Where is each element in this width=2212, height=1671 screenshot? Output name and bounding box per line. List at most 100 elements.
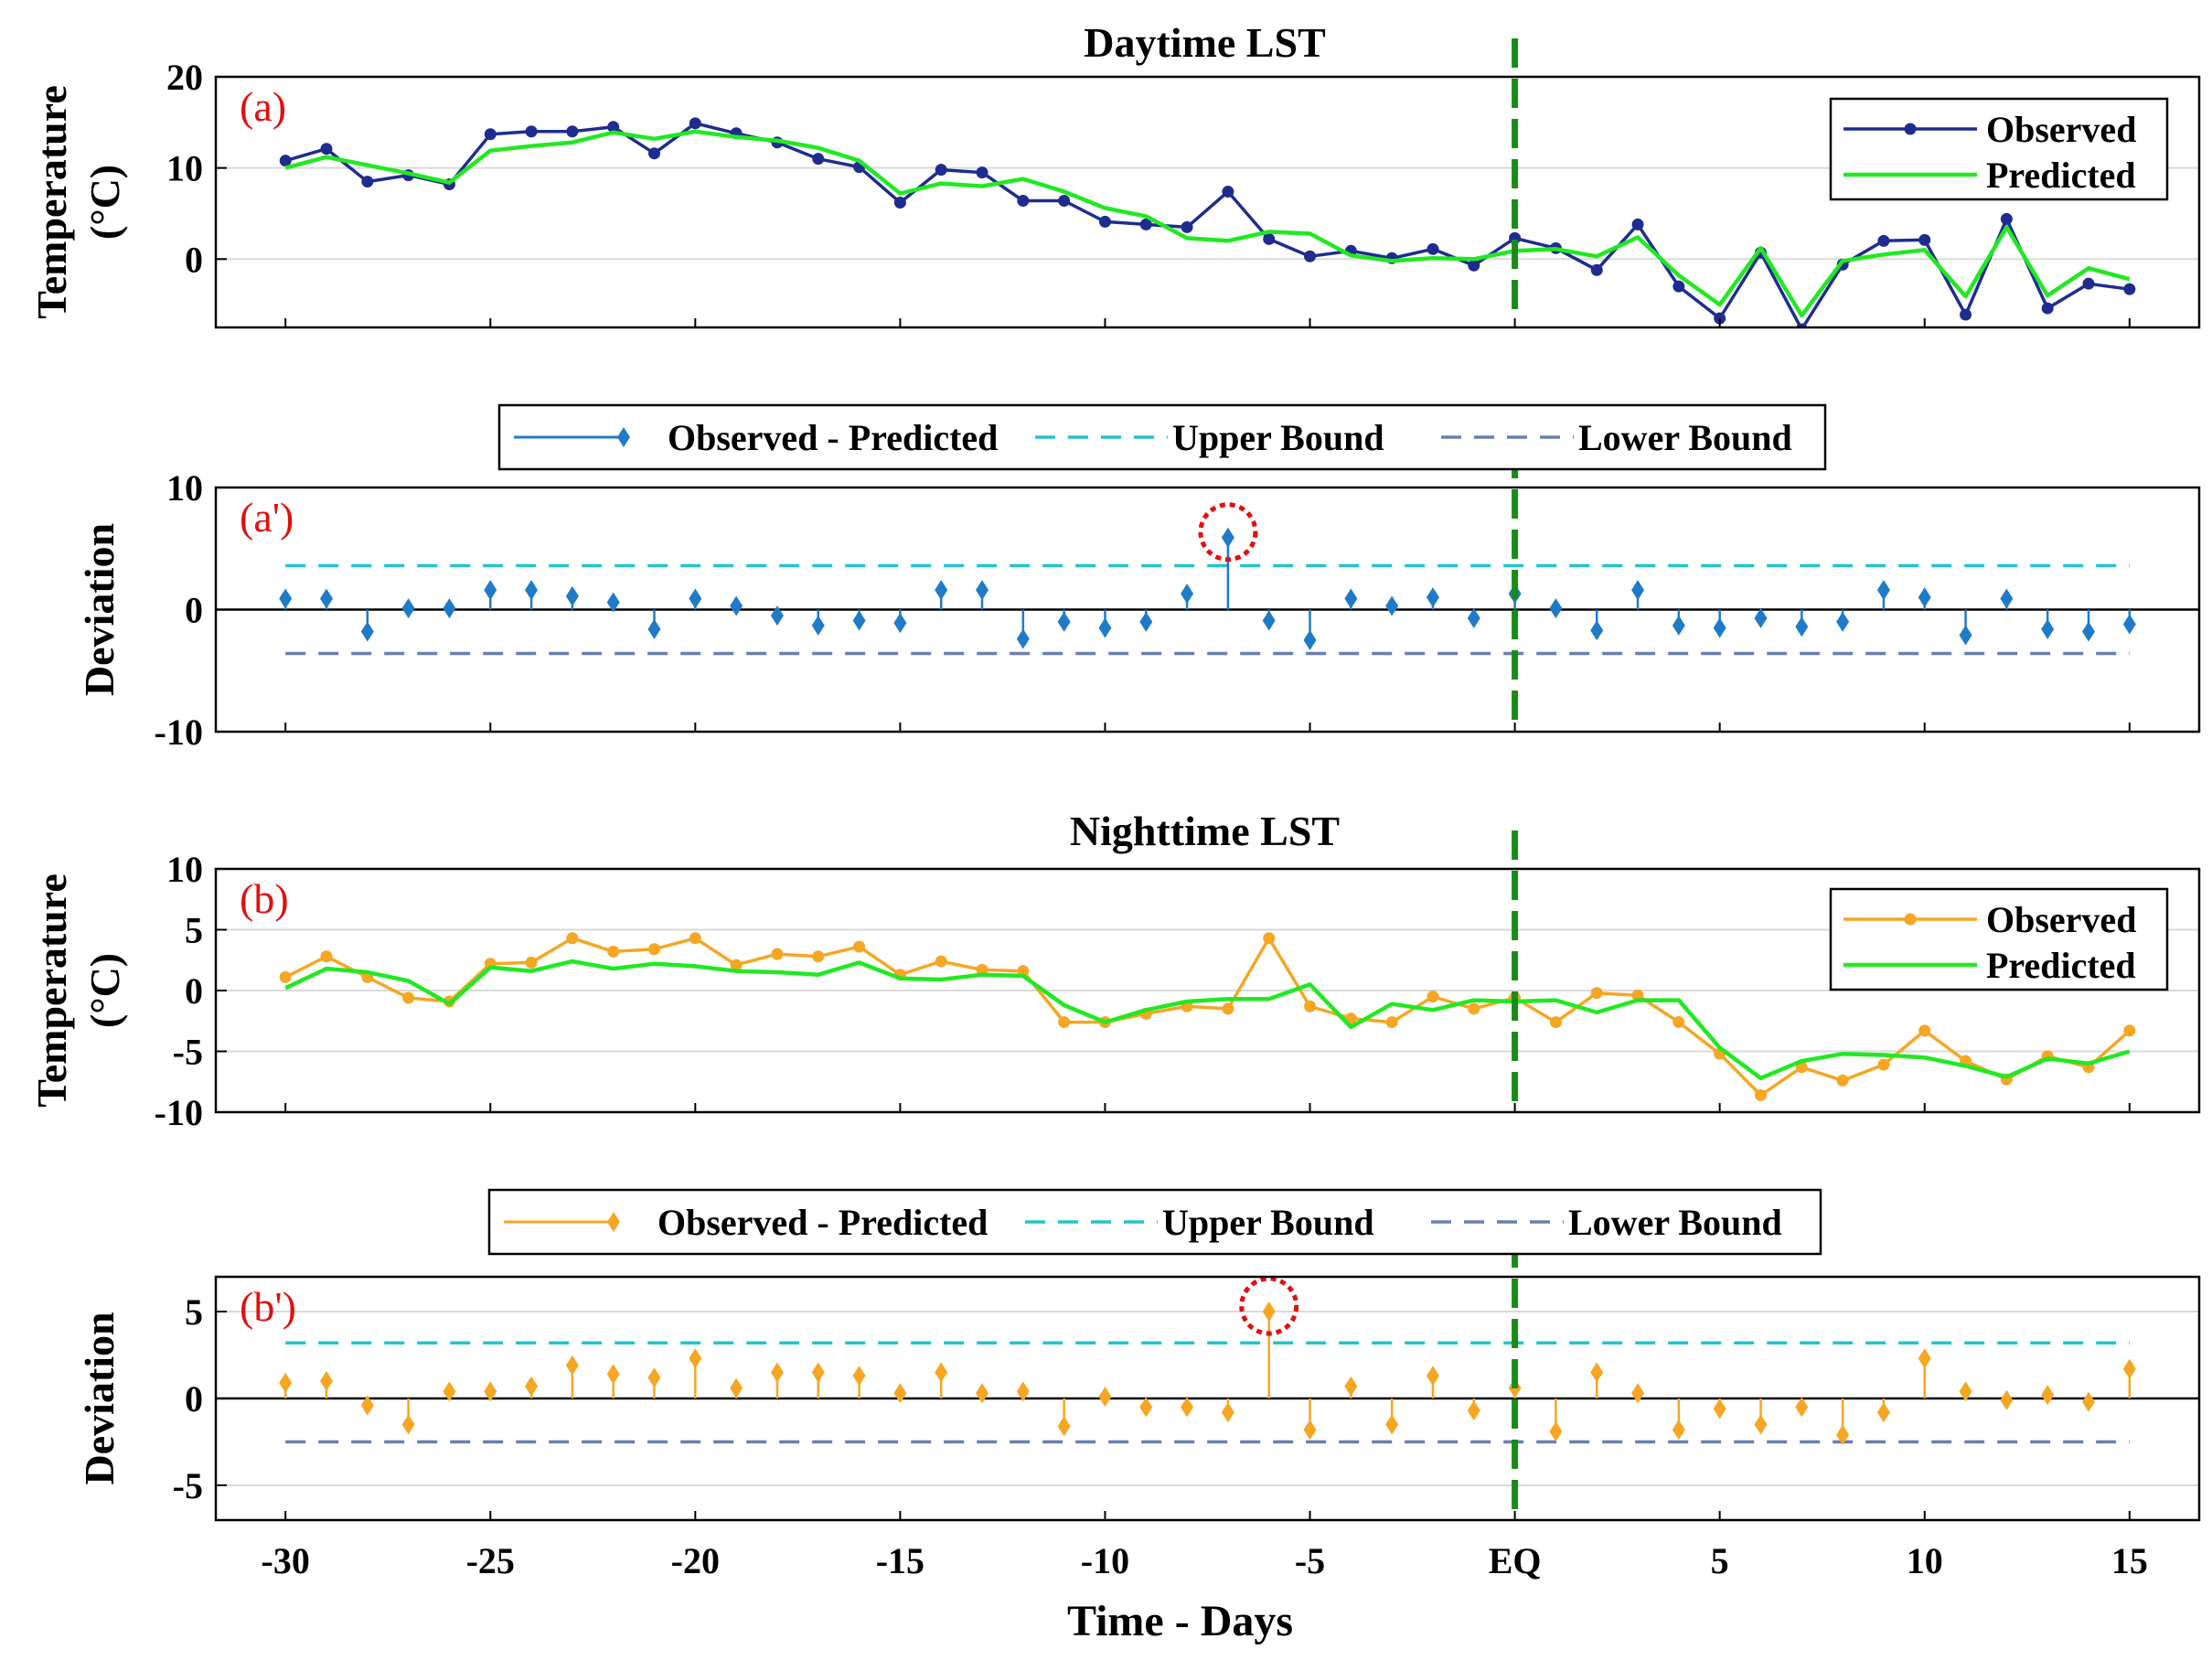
- observed-point: [1304, 1000, 1317, 1012]
- y-tick-label: -5: [173, 1465, 203, 1506]
- x-tick-label: -10: [1081, 1540, 1129, 1581]
- stem-marker: [565, 1355, 579, 1376]
- observed-point: [1304, 250, 1317, 262]
- stem-marker: [2000, 588, 2014, 609]
- y-tick-label: 10: [166, 467, 203, 509]
- observed-point: [648, 147, 661, 160]
- y-tick-label: 5: [185, 910, 203, 951]
- observed-point: [1468, 259, 1480, 272]
- axes-box: [214, 75, 2201, 329]
- stem-marker: [1876, 1402, 1890, 1423]
- x-tick-label: 5: [1711, 1540, 1729, 1581]
- stem-marker: [1590, 620, 1604, 641]
- observed-point: [935, 164, 947, 177]
- series-group: [279, 117, 2136, 327]
- observed-point: [1754, 1088, 1767, 1101]
- observed-point: [1427, 991, 1439, 1003]
- observed-point: [1427, 242, 1439, 255]
- y-tick-label: 0: [185, 970, 203, 1012]
- panel-nighttime-lst: Nighttime LST -10 -5 0 5 10 (b) Temperature (°C)…: [28, 808, 2201, 1133]
- x-tick-label: -20: [671, 1540, 720, 1581]
- stem-marker: [1959, 625, 1972, 646]
- y-tick-label: 0: [185, 590, 203, 631]
- legend-entry-label: Lower Bound: [1578, 417, 1792, 458]
- observed-point: [2123, 1024, 2136, 1037]
- stem-marker: [689, 588, 702, 609]
- observed-point: [1672, 280, 1685, 293]
- stem-marker: [1385, 595, 1399, 616]
- stem-marker: [1385, 1414, 1399, 1435]
- stem-marker: [2041, 618, 2055, 639]
- stem-marker: [935, 580, 948, 601]
- legend-swatch-marker: [1904, 913, 1917, 926]
- y-tick-label: 0: [185, 239, 203, 280]
- stem-marker: [1139, 611, 1153, 632]
- observed-point: [279, 970, 292, 983]
- stem-marker: [770, 605, 784, 627]
- observed-point: [1263, 232, 1276, 245]
- stem-marker: [2082, 621, 2096, 642]
- stem-marker: [319, 1371, 333, 1391]
- stem-marker: [935, 1362, 948, 1383]
- observed-point: [1222, 1002, 1234, 1015]
- stem-marker: [647, 618, 661, 639]
- panel-label: (a'): [240, 494, 294, 541]
- stem-marker: [525, 580, 539, 601]
- observed-point: [1960, 308, 1972, 321]
- stem-marker: [689, 1348, 702, 1369]
- legend-entry-label: Observed: [1986, 109, 2136, 150]
- y-axis-label: Temperature: [28, 85, 75, 319]
- observed-point: [1877, 234, 1890, 247]
- observed-point: [1918, 233, 1931, 246]
- observed-point: [607, 945, 620, 958]
- observed-point: [607, 121, 620, 134]
- y-axis-unit-label: (°C): [81, 953, 128, 1028]
- y-axis-unit-label: (°C): [81, 165, 128, 240]
- series-group: [279, 932, 2136, 1101]
- panel-daytime-deviation: -10 0 10 (a') Deviation Observed - Predicted U…: [76, 403, 2201, 753]
- stem-marker: [976, 580, 989, 601]
- stem-marker: [525, 1376, 539, 1397]
- y-tick-label: 5: [185, 1291, 203, 1333]
- stem-marker: [893, 1383, 907, 1404]
- stem-marker: [1303, 629, 1317, 650]
- stem-marker: [401, 1414, 415, 1435]
- y-tick-label: 10: [166, 849, 203, 890]
- observed-point: [1590, 987, 1603, 1000]
- stem-marker: [279, 588, 293, 609]
- legend: Observed - Predicted Upper Bound Lower Bou…: [497, 403, 1827, 471]
- stem-marker: [1303, 1419, 1317, 1441]
- predicted-line: [284, 959, 2131, 1081]
- y-tick-label: -10: [155, 712, 203, 753]
- stem-marker: [1713, 1398, 1726, 1419]
- x-tick-label: -25: [466, 1540, 515, 1581]
- legend-entry-label: Upper Bound: [1172, 417, 1384, 458]
- stem-marker: [730, 595, 743, 616]
- observed-point: [1058, 1016, 1071, 1029]
- y-tick-label: -5: [173, 1032, 203, 1073]
- observed-point: [279, 155, 292, 167]
- legend-entry-label: Lower Bound: [1568, 1202, 1782, 1243]
- stem-marker: [1139, 1397, 1153, 1418]
- stem-marker: [1181, 584, 1194, 605]
- legend-swatch-marker: [607, 1212, 620, 1232]
- observed-point: [1222, 186, 1234, 198]
- legend-swatch-marker: [1904, 123, 1917, 135]
- observed-point: [1098, 215, 1111, 228]
- stem-marker: [1467, 607, 1480, 628]
- chart-title: Nighttime LST: [1070, 808, 1340, 854]
- y-tick-label: 10: [166, 148, 203, 189]
- stem-marker: [976, 1383, 989, 1404]
- stem-marker: [1795, 1397, 1809, 1418]
- stem-marker: [2000, 1389, 2014, 1410]
- observed-point: [566, 125, 579, 138]
- stem-marker: [1016, 1381, 1030, 1402]
- stem-marker: [484, 580, 497, 601]
- stem-marker: [811, 615, 825, 636]
- observed-point: [976, 166, 988, 179]
- legend-box: [1829, 97, 2169, 201]
- stem-marker: [730, 1377, 743, 1398]
- observed-point: [566, 932, 579, 945]
- stem-marker: [1876, 580, 1890, 601]
